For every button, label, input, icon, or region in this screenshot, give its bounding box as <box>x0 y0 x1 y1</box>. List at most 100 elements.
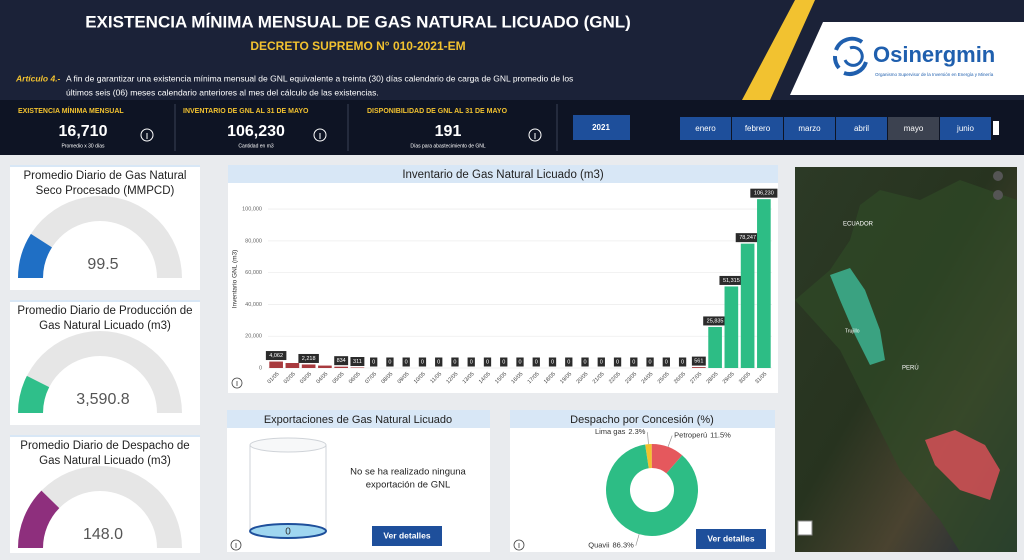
value-label-box <box>750 188 778 198</box>
slicer-scroll[interactable] <box>993 121 999 135</box>
article-line: últimos seis (06) meses calendario anter… <box>66 87 379 97</box>
value-label: 2,218 <box>302 356 316 362</box>
leader-line <box>647 432 649 445</box>
gauge-title: Promedio Diario de Gas Natural <box>24 170 187 182</box>
value-label-box <box>467 357 475 367</box>
gauge-fill <box>18 233 52 278</box>
chart-title: Despacho por Concesión (%) <box>570 414 714 426</box>
value-label: 0 <box>388 359 391 365</box>
value-label-box <box>691 356 706 366</box>
kpi-value: 191 <box>435 123 462 140</box>
month-button[interactable] <box>836 117 887 140</box>
kpi-note: Cantidad en m3 <box>238 143 274 149</box>
bar <box>692 367 706 368</box>
value-label: 834 <box>337 358 346 364</box>
y-tick-label: 60,000 <box>245 270 262 276</box>
bar <box>740 243 755 368</box>
page-subtitle: DECRETO SUPREMO N° 010-2021-EM <box>250 39 465 53</box>
pie-label-name: Petroperú <box>674 431 707 440</box>
map-label: ECUADOR <box>843 222 874 228</box>
gauge-value: 3,590.8 <box>76 391 129 408</box>
bar <box>285 363 300 368</box>
panel <box>228 165 778 393</box>
pie-label: Quavii 86.3% <box>588 541 634 550</box>
kpi-note: Días para abastecimiento de GNL <box>410 143 486 149</box>
value-label: 0 <box>632 359 635 365</box>
value-label: 0 <box>567 359 570 365</box>
map-label: PERÚ <box>902 365 919 372</box>
value-label: 0 <box>665 359 668 365</box>
month-button[interactable] <box>888 117 939 140</box>
value-label-box <box>370 357 378 367</box>
y-tick-label: 0 <box>259 365 262 371</box>
pie-label-value: 11.5% <box>710 431 731 440</box>
map-region <box>925 430 1000 500</box>
kpi-note: Promedio x 30 días <box>61 143 105 149</box>
gauge-fill <box>18 375 50 413</box>
gauge-fill <box>18 490 60 548</box>
panel-title-bar <box>227 410 490 428</box>
value-label: 0 <box>405 359 408 365</box>
info-icons <box>230 377 525 551</box>
value-label-box <box>662 357 670 367</box>
bar <box>318 365 332 368</box>
value-label-box <box>500 357 508 367</box>
month-label: abril <box>854 124 869 133</box>
value-label: 0 <box>551 359 554 365</box>
bar <box>757 199 771 368</box>
pie-label-value: 86.3% <box>613 541 635 550</box>
value-label-box <box>532 357 540 367</box>
value-label: 0 <box>437 359 440 365</box>
year-button[interactable] <box>573 115 630 140</box>
y-tick-label: 20,000 <box>245 334 262 340</box>
value-label-box <box>350 357 365 367</box>
kpi-value: 16,710 <box>59 123 108 140</box>
gauge-title: Gas Natural Licuado (m3) <box>39 455 171 467</box>
month-button[interactable] <box>784 117 835 140</box>
month-label: enero <box>695 124 716 133</box>
kpi-value: 106,230 <box>227 123 285 140</box>
page-title: EXISTENCIA MÍNIMA MENSUAL DE GAS NATURAL… <box>85 12 631 31</box>
value-label-box <box>435 357 443 367</box>
value-label-box <box>451 357 459 367</box>
month-button[interactable] <box>732 117 783 140</box>
logo-icon <box>833 36 868 76</box>
map-select[interactable] <box>797 520 813 536</box>
map-region <box>830 268 885 365</box>
details-button[interactable] <box>372 526 442 546</box>
month-button[interactable] <box>680 117 731 140</box>
zoom-in[interactable] <box>993 171 1003 181</box>
value-label: 0 <box>616 359 619 365</box>
gauge-value: 99.5 <box>87 256 118 273</box>
year-label: 2021 <box>592 123 610 132</box>
pie-label-name: Lima gas <box>595 427 626 436</box>
logo-text: Osinergmin <box>873 42 995 67</box>
value-label: 0 <box>470 359 473 365</box>
y-tick-label: 100,000 <box>242 207 262 213</box>
value-label: 0 <box>502 359 505 365</box>
leader-line <box>667 435 673 447</box>
pie-slice <box>645 444 652 469</box>
export-message: exportación de GNL <box>366 480 451 491</box>
logo-tagline: Organismo Supervisor de la Inversión en … <box>875 72 994 77</box>
export-message: No se ha realizado ninguna <box>350 467 466 478</box>
leader-line <box>635 534 640 546</box>
pie-label-name: Quavii <box>588 541 610 550</box>
pie-label: Lima gas 2.3% <box>595 427 646 436</box>
pie-label-value: 2.3% <box>628 427 645 436</box>
month-button[interactable] <box>940 117 991 140</box>
gauge-value: 148.0 <box>83 526 123 543</box>
value-label: 0 <box>681 359 684 365</box>
panel-top <box>10 300 200 302</box>
zoom-out[interactable] <box>993 190 1003 200</box>
value-label-box <box>418 357 427 367</box>
details-button[interactable] <box>696 529 766 549</box>
value-label-box <box>735 233 760 243</box>
value-label: 106,230 <box>754 191 774 197</box>
gauge-title: Promedio Diario de Producción de <box>17 305 192 317</box>
value-label-box <box>334 356 349 366</box>
value-label-box <box>386 357 394 367</box>
value-label: 0 <box>584 359 587 365</box>
article-label: Artículo 4.- <box>15 73 61 83</box>
